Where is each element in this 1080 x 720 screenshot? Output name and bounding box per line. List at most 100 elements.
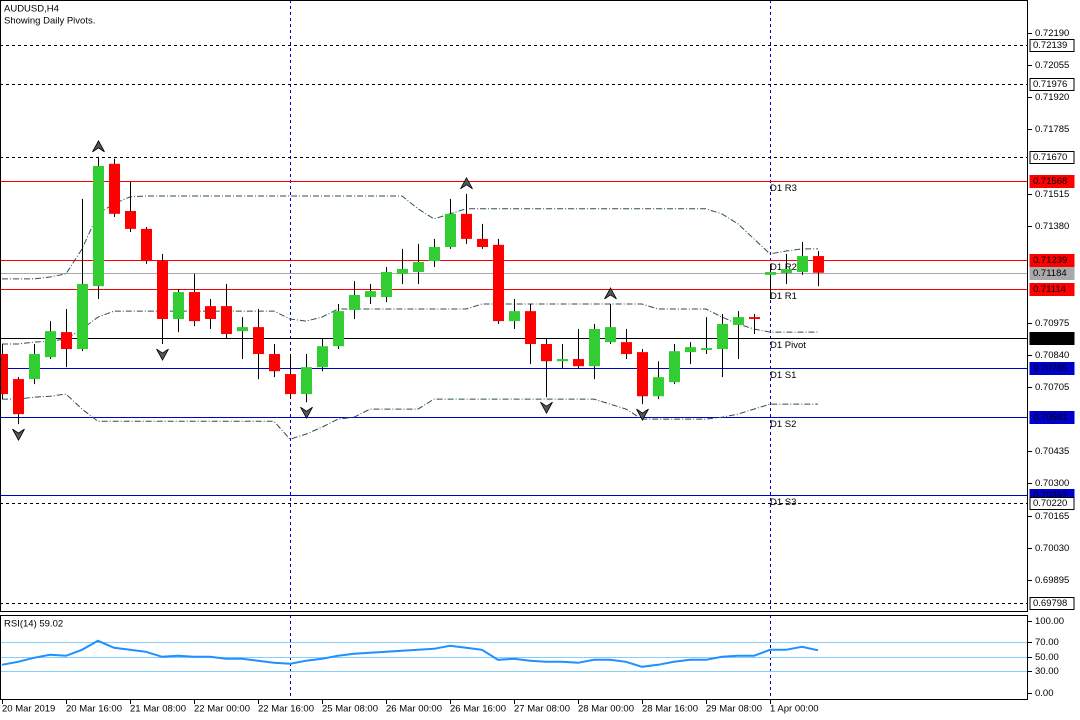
- fractal-down: [300, 406, 313, 420]
- candle-body: [493, 244, 504, 322]
- level-name: D1 R1: [770, 291, 797, 302]
- level-name: D1 S3: [770, 497, 796, 508]
- envelope-band: [2, 393, 818, 440]
- candle-body: [749, 317, 760, 319]
- candle-body: [429, 246, 440, 262]
- candle-body: [765, 272, 776, 275]
- price-box-label: 0.69798: [1033, 598, 1067, 609]
- candle-body: [621, 342, 632, 355]
- fractal-up: [460, 176, 473, 190]
- x-tick-label: 20 Mar 16:00: [66, 704, 122, 715]
- y-tick-label: 0.70975: [1035, 318, 1069, 329]
- candle-body: [413, 262, 424, 273]
- x-tick-label: 1 Apr 00:00: [770, 704, 819, 715]
- candle-body: [685, 347, 696, 353]
- envelope-band: [2, 303, 818, 345]
- y-tick-label: 0.70840: [1035, 350, 1069, 361]
- candle-body: [605, 327, 616, 343]
- rsi-y-tick-label: 50.00: [1035, 652, 1059, 663]
- candle-body: [573, 359, 584, 367]
- candle-body: [797, 256, 808, 273]
- candle-body: [813, 256, 824, 273]
- chart-subtitle: Showing Daily Pivots.: [4, 16, 95, 27]
- candle-body: [301, 367, 312, 395]
- x-tick-label: 26 Mar 00:00: [386, 704, 442, 715]
- price-frame: [0, 0, 1028, 612]
- price-box-label: 0.71239: [1033, 255, 1067, 266]
- candle-body: [109, 163, 120, 214]
- y-tick-label: 0.70030: [1035, 543, 1069, 554]
- price-box-label: 0.70910: [1033, 333, 1067, 344]
- y-tick-label: 0.72055: [1035, 60, 1069, 71]
- rsi-line: [1, 639, 819, 668]
- candle-body: [253, 327, 264, 355]
- candle-body: [13, 379, 24, 415]
- rsi-panel: [0, 615, 1028, 700]
- x-tick-label: 27 Mar 08:00: [514, 704, 570, 715]
- candle-body: [61, 332, 72, 350]
- fractal-up: [92, 140, 105, 153]
- rsi-frame: [0, 615, 1028, 700]
- x-tick-label: 20 Mar 2019: [2, 704, 55, 715]
- candle-body: [93, 165, 104, 287]
- price-box: [1029, 267, 1075, 280]
- candle-body: [189, 292, 200, 322]
- candle-body: [509, 311, 520, 322]
- candle-body: [285, 374, 296, 395]
- x-tick-label: 29 Mar 08:00: [706, 704, 762, 715]
- price-box: [1029, 597, 1075, 610]
- candle-body: [269, 354, 280, 372]
- price-box-label: 0.72139: [1033, 40, 1067, 51]
- price-box-label: 0.71114: [1033, 284, 1066, 295]
- fractal-down: [636, 408, 649, 421]
- candle-body: [173, 292, 184, 319]
- y-tick-label: 0.71920: [1035, 92, 1069, 103]
- candle-body: [701, 348, 712, 350]
- x-tick-label: 26 Mar 16:00: [450, 704, 506, 715]
- x-tick-label: 28 Mar 00:00: [578, 704, 634, 715]
- candle-body: [461, 213, 472, 239]
- candle-body: [221, 306, 232, 335]
- level-name: D1 S1: [770, 370, 796, 381]
- rsi-y-tick-label: 70.00: [1035, 637, 1059, 648]
- candle-body: [349, 294, 360, 310]
- price-box: [1029, 175, 1075, 188]
- candle-body: [77, 283, 88, 350]
- y-tick-label: 0.71515: [1035, 189, 1069, 200]
- candle-body: [317, 346, 328, 368]
- candle-body: [541, 344, 552, 362]
- x-tick-label: 21 Mar 08:00: [130, 704, 186, 715]
- candle-body: [381, 272, 392, 298]
- rsi-title: RSI(14) 59.02: [4, 619, 63, 630]
- x-tick-label: 28 Mar 16:00: [642, 704, 698, 715]
- price-box: [1029, 411, 1075, 424]
- price-box-label: 0.70252: [1033, 490, 1067, 501]
- level-name: D1 S2: [770, 419, 796, 430]
- price-box-label: 0.70785: [1033, 363, 1067, 374]
- price-box: [1029, 254, 1075, 267]
- price-box: [1029, 332, 1075, 345]
- x-tick-label: 25 Mar 08:00: [322, 704, 378, 715]
- envelope-band: [2, 195, 818, 280]
- price-box: [1029, 497, 1075, 510]
- price-box: [1029, 39, 1075, 52]
- price-box: [1029, 362, 1075, 375]
- price-box: [1029, 283, 1075, 296]
- candle-body: [365, 291, 376, 298]
- y-tick-label: 0.71380: [1035, 221, 1069, 232]
- price-box-label: 0.71670: [1033, 152, 1067, 163]
- candle-body: [333, 311, 344, 347]
- axes: [0, 0, 1032, 704]
- candle-body: [45, 331, 56, 358]
- candle-body: [205, 306, 216, 319]
- fractal-down: [540, 401, 553, 415]
- candle-body: [589, 329, 600, 367]
- price-box-label: 0.71568: [1033, 176, 1067, 187]
- candle-body: [669, 351, 680, 383]
- fractal-down: [156, 348, 169, 361]
- candle-body: [397, 268, 408, 274]
- candle-body: [445, 213, 456, 247]
- price-panel: D1 R3 D1 R2 D1 R1 D1 Pivot D1 S1 D1 S2 D1 S3: [0, 0, 1028, 612]
- candle-body: [0, 354, 8, 395]
